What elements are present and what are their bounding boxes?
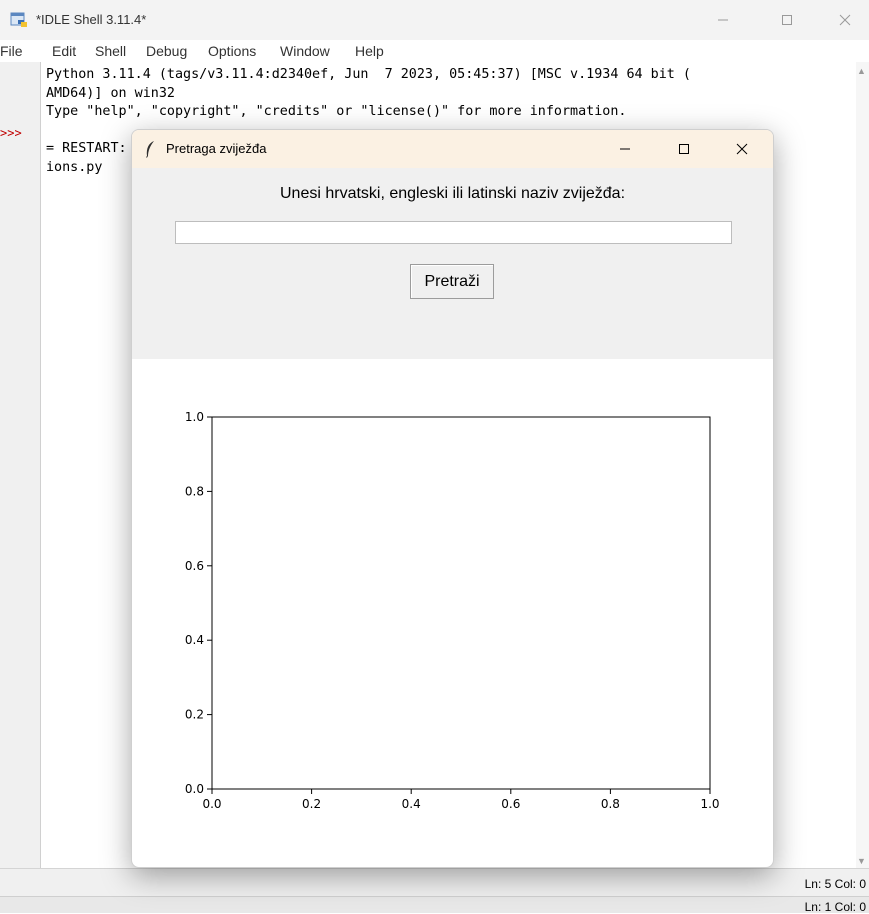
dialog-maximize-button[interactable] bbox=[659, 134, 709, 164]
menu-help[interactable]: Help bbox=[355, 43, 384, 59]
menubar: File Edit Shell Debug Options Window Hel… bbox=[0, 40, 869, 62]
y-tick-label: 0.4 bbox=[185, 633, 204, 647]
search-input[interactable] bbox=[175, 221, 732, 244]
search-button[interactable]: Pretraži bbox=[410, 264, 494, 299]
scroll-up-icon[interactable]: ▲ bbox=[857, 66, 866, 76]
window-title: *IDLE Shell 3.11.4* bbox=[36, 12, 147, 27]
menu-window[interactable]: Window bbox=[280, 43, 330, 59]
status-bar: Ln: 5 Col: 0 bbox=[0, 868, 869, 897]
dialog-minimize-button[interactable] bbox=[600, 134, 650, 164]
maximize-icon bbox=[782, 15, 792, 25]
minimize-button[interactable] bbox=[700, 6, 746, 34]
minimize-icon bbox=[620, 148, 630, 150]
search-form: Unesi hrvatski, engleski ili latinski na… bbox=[132, 168, 773, 359]
dialog-close-button[interactable] bbox=[717, 134, 767, 164]
x-tick-label: 1.0 bbox=[700, 797, 719, 811]
maximize-icon bbox=[679, 144, 689, 154]
cursor-position: Ln: 5 Col: 0 bbox=[804, 877, 866, 891]
y-tick-label: 0.0 bbox=[185, 782, 204, 796]
idle-titlebar: *IDLE Shell 3.11.4* bbox=[0, 0, 869, 40]
y-tick-label: 1.0 bbox=[185, 410, 204, 424]
cursor-position-secondary: Ln: 1 Col: 0 bbox=[804, 900, 866, 914]
scroll-down-icon[interactable]: ▼ bbox=[857, 856, 866, 866]
x-tick-label: 0.2 bbox=[302, 797, 321, 811]
minimize-icon bbox=[718, 19, 728, 21]
tk-feather-icon bbox=[146, 141, 154, 158]
dialog-titlebar: Pretraga zviježđa bbox=[132, 130, 773, 168]
y-tick-label: 0.8 bbox=[185, 484, 204, 498]
menu-shell[interactable]: Shell bbox=[95, 43, 127, 59]
x-tick-label: 0.4 bbox=[402, 797, 421, 811]
y-tick-label: 0.2 bbox=[185, 708, 204, 722]
menu-file[interactable]: File bbox=[0, 43, 23, 59]
menu-edit[interactable]: Edit bbox=[52, 43, 77, 59]
menu-debug[interactable]: Debug bbox=[146, 43, 188, 59]
axes-frame bbox=[211, 416, 711, 790]
y-tick-label: 0.6 bbox=[185, 559, 204, 573]
line-gutter bbox=[0, 62, 41, 868]
dialog-title: Pretraga zviježđa bbox=[166, 141, 267, 156]
close-icon bbox=[839, 14, 851, 26]
x-tick-label: 0.6 bbox=[501, 797, 520, 811]
status-bar-secondary: Ln: 1 Col: 0 bbox=[0, 896, 869, 914]
search-dialog: Pretraga zviježđa Unesi hrvatski, engles… bbox=[131, 129, 774, 868]
constellation-plot: 0.0 0.2 0.4 0.6 0.8 1.0 0.0 0.2 0.4 0.6 0.8 1.0 bbox=[185, 410, 720, 811]
maximize-button[interactable] bbox=[764, 6, 810, 34]
x-tick-label: 0.8 bbox=[601, 797, 620, 811]
close-button[interactable] bbox=[822, 6, 868, 34]
python-app-icon bbox=[10, 12, 27, 27]
vertical-scrollbar[interactable]: ▲ ▼ bbox=[856, 62, 869, 868]
search-prompt-label: Unesi hrvatski, engleski ili latinski na… bbox=[279, 185, 626, 202]
shell-prompt: >>> bbox=[0, 126, 22, 140]
close-icon bbox=[736, 143, 748, 155]
menu-options[interactable]: Options bbox=[208, 43, 257, 59]
x-tick-label: 0.0 bbox=[202, 797, 221, 811]
